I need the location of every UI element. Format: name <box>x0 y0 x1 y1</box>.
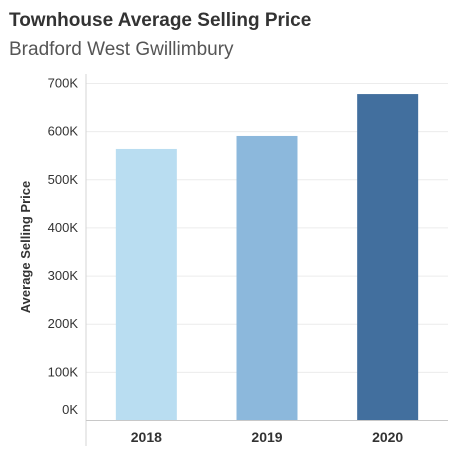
chart-subtitle: Bradford West Gwillimbury <box>9 39 234 60</box>
bar-2020[interactable] <box>357 94 419 420</box>
y-tick-label: 300K <box>48 268 79 283</box>
y-tick-labels: 0K 100K 200K 300K 400K 500K 600K 700K <box>48 76 79 418</box>
y-tick-label: 500K <box>48 172 79 187</box>
y-axis-title: Average Selling Price <box>18 181 33 313</box>
y-tick-label: 700K <box>48 76 79 91</box>
bar-2019[interactable] <box>236 135 298 420</box>
y-tick-label: 200K <box>48 316 79 331</box>
y-tick-label: 600K <box>48 124 79 139</box>
axes <box>85 74 448 446</box>
y-tick-label: 400K <box>48 220 79 235</box>
chart-title: Townhouse Average Selling Price <box>9 10 312 31</box>
bar-2018[interactable] <box>115 148 177 420</box>
x-tick-label: 2019 <box>251 429 282 445</box>
bars <box>115 94 419 420</box>
x-tick-label: 2018 <box>131 429 162 445</box>
y-tick-label: 0K <box>62 402 78 417</box>
y-tick-label: 100K <box>48 364 79 379</box>
x-tick-label: 2020 <box>372 429 403 445</box>
x-tick-labels: 2018 2019 2020 <box>131 429 404 445</box>
